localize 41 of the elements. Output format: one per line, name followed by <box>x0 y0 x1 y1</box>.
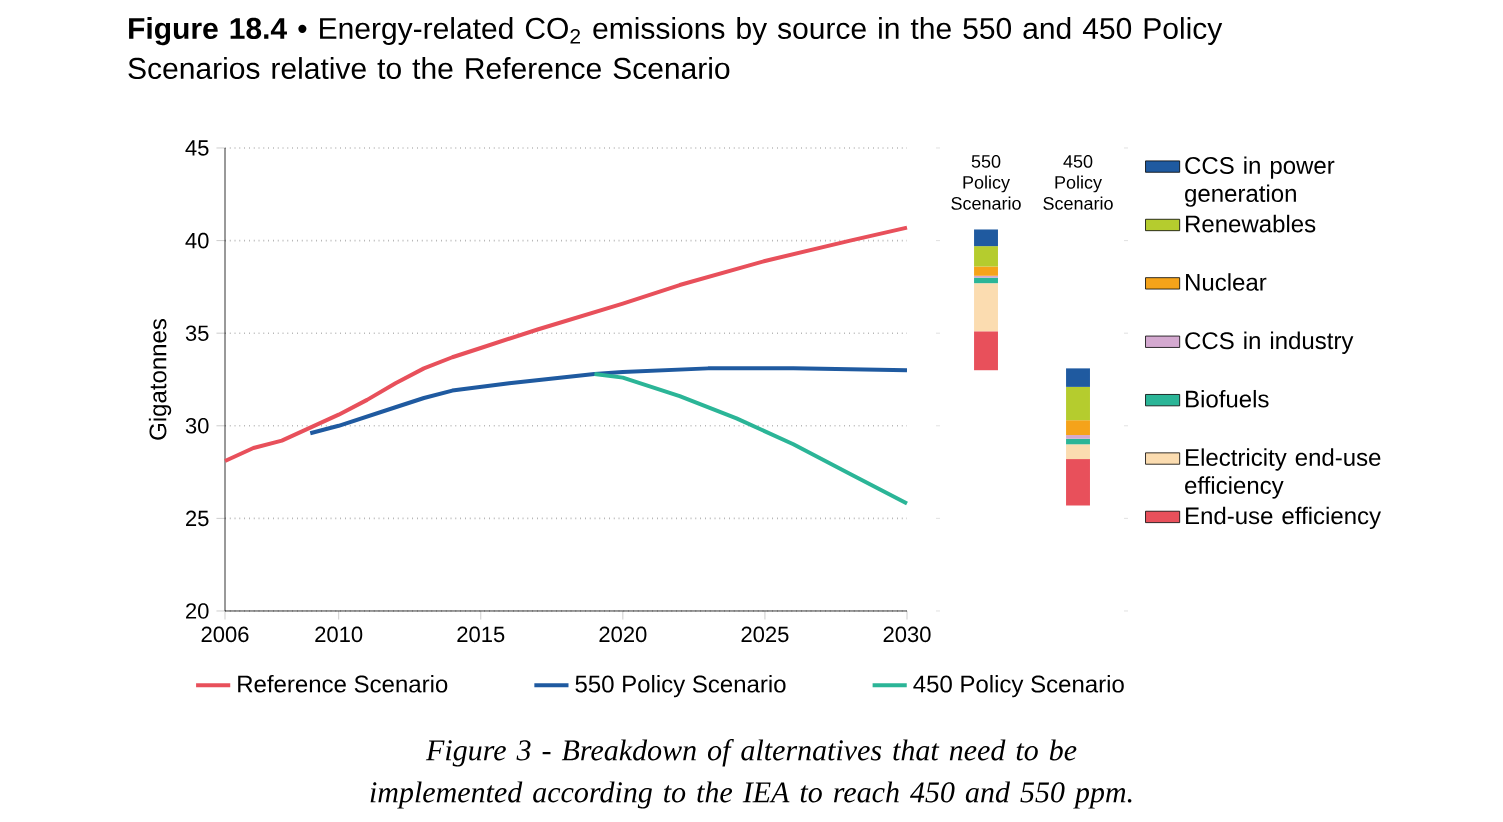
legend-label: CCS in power generation <box>1185 156 1335 207</box>
y-tick-label: 40 <box>185 232 209 249</box>
x-tick-label: 2030 <box>883 626 931 643</box>
bar <box>1066 459 1090 506</box>
x-tick-label: 2010 <box>315 626 363 643</box>
legend-label: Nuclear <box>1186 273 1267 291</box>
legend-label: Reference Scenario <box>238 674 448 693</box>
legend-label: 550 Policy Scenario <box>575 674 786 698</box>
y-tick-label: 35 <box>185 325 209 341</box>
x-tick-label: 2020 <box>599 626 647 643</box>
bar <box>1066 435 1090 439</box>
bar <box>1066 368 1090 387</box>
bar <box>974 246 998 267</box>
bar <box>974 331 998 371</box>
bar <box>1066 420 1090 436</box>
line-series <box>592 371 910 506</box>
x-tick-label: 2015 <box>457 626 505 643</box>
legend-label: 450 Policy Scenario <box>913 674 1124 698</box>
caption: Figure 3 - Breakdown of alternatives that need to be implemented according to the IEA to reach 450 and 550 ppm. <box>370 739 1132 809</box>
x-tick-label: 2006 <box>201 626 249 643</box>
bar <box>974 266 998 276</box>
legend-label: Renewables <box>1186 214 1316 233</box>
y-tick-label: 30 <box>185 418 209 434</box>
line-series <box>308 366 910 436</box>
legend-label: Biofuels <box>1186 389 1269 408</box>
bar <box>974 283 998 332</box>
x-tick-label: 2025 <box>741 626 789 643</box>
bar <box>974 229 998 247</box>
bar <box>1066 386 1090 421</box>
legend-label: End-use efficiency <box>1186 506 1382 530</box>
legend-label: Electricity end-use efficiency <box>1185 448 1381 499</box>
bar <box>974 277 998 284</box>
legend-label: CCS in industry <box>1185 331 1354 354</box>
bar <box>1066 444 1090 460</box>
chart-title: Figure 18.4 • Energy-related CO$_{2}$ emissions by source in the 550 and 450 Policy Scenarios relative to the Reference Scenario <box>128 17 1223 80</box>
line-series <box>223 225 910 463</box>
y-tick-label: 45 <box>185 140 209 156</box>
y-tick-label: 20 <box>186 603 209 619</box>
bar <box>1066 438 1090 445</box>
y-axis-title: Gigatonnes <box>148 318 172 440</box>
y-tick-label: 25 <box>186 510 209 527</box>
